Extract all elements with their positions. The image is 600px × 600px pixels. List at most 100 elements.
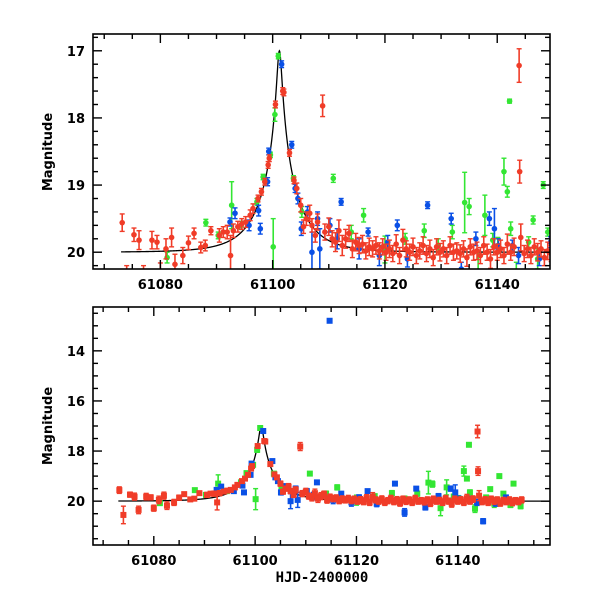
red-data-point (339, 234, 346, 257)
green-data-point (421, 223, 428, 239)
marker (160, 492, 167, 499)
marker (306, 210, 313, 217)
red-data-point (413, 246, 420, 265)
marker (393, 496, 400, 503)
marker (207, 490, 214, 497)
marker (486, 215, 493, 222)
marker (285, 483, 292, 490)
marker (163, 246, 169, 252)
marker (245, 471, 252, 478)
marker (317, 493, 324, 500)
red-data-point (286, 148, 293, 157)
marker (448, 215, 454, 222)
marker (556, 202, 562, 208)
red-data-point (477, 246, 484, 265)
red-data-point (180, 246, 186, 265)
marker (378, 496, 385, 503)
red-data-point (518, 496, 525, 504)
marker (308, 494, 315, 501)
red-data-point (433, 238, 440, 256)
red-data-point (135, 505, 142, 515)
red-data-point (332, 232, 339, 253)
red-data-point (131, 492, 138, 501)
marker (147, 494, 154, 501)
marker (234, 481, 241, 488)
marker (360, 212, 367, 219)
marker (327, 494, 334, 501)
marker (518, 234, 524, 241)
marker (168, 234, 175, 241)
marker (181, 491, 188, 498)
marker (507, 225, 514, 232)
marker (435, 280, 441, 286)
marker (273, 474, 280, 481)
red-data-point (149, 230, 155, 250)
marker (415, 498, 422, 505)
marker (250, 205, 256, 212)
marker (293, 185, 300, 192)
red-data-point (136, 230, 142, 251)
green-data-point (506, 98, 513, 104)
marker (220, 488, 227, 495)
red-data-point (281, 88, 287, 97)
red-data-point (242, 215, 249, 229)
red-data-point (247, 209, 253, 222)
marker (466, 498, 473, 505)
marker (197, 244, 204, 251)
marker (271, 471, 278, 478)
x-axis-title: HJD-2400000 (276, 570, 369, 586)
marker (260, 428, 267, 435)
marker (227, 486, 234, 493)
green-data-point (306, 470, 313, 477)
red-data-point (531, 238, 538, 256)
marker (269, 458, 276, 465)
marker (338, 199, 344, 205)
marker (297, 443, 304, 450)
marker (460, 499, 467, 506)
y-tick-label: 20 (67, 495, 85, 510)
marker (180, 252, 186, 259)
marker (506, 496, 513, 503)
marker (317, 246, 323, 252)
marker (351, 496, 358, 503)
y-tick-label: 16 (67, 395, 85, 410)
marker (363, 495, 370, 502)
marker (393, 241, 399, 247)
red-data-point (238, 478, 245, 485)
marker (517, 503, 524, 510)
marker (227, 252, 234, 259)
marker (124, 286, 130, 292)
blue-data-point (448, 212, 454, 225)
red-data-point (524, 239, 531, 259)
red-data-point (154, 234, 160, 250)
marker (384, 497, 391, 504)
marker (512, 497, 519, 504)
x-tick-label: 61140 (435, 554, 480, 569)
red-data-point (416, 242, 423, 260)
red-data-point (518, 223, 524, 252)
marker (473, 235, 479, 242)
red-data-point (196, 490, 203, 497)
marker (390, 498, 397, 505)
marker (267, 461, 274, 468)
green-data-point (463, 475, 470, 482)
green-data-point (429, 480, 436, 488)
bottom-panel: 61080 61100 61120 61140 14 16 18 20 (67, 306, 551, 569)
red-data-point (314, 213, 321, 231)
red-data-point (342, 228, 349, 249)
marker (211, 490, 218, 497)
marker (463, 495, 470, 502)
marker (365, 229, 371, 235)
marker (430, 496, 437, 503)
marker (240, 489, 247, 496)
marker (558, 248, 564, 254)
marker (460, 246, 467, 252)
marker (504, 188, 511, 195)
marker (135, 506, 142, 513)
marker (430, 254, 437, 261)
marker (484, 249, 490, 256)
red-data-point (424, 496, 431, 504)
marker (445, 498, 452, 505)
red-data-point (297, 197, 304, 213)
marker (552, 246, 558, 252)
